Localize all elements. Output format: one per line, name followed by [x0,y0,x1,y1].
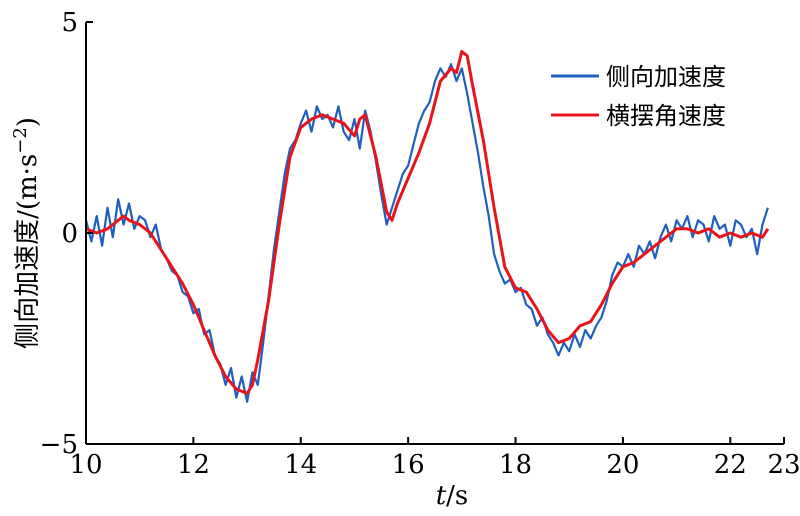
series-layer [84,50,770,403]
y-axis-title-text: 侧向加速度/(m·s [13,154,43,349]
x-tick-label: 23 [767,450,800,480]
x-axis-title-italic: t [436,481,447,511]
legend-label-yaw-rate: 横摆角速度 [606,102,726,130]
series-line-1 [85,50,770,395]
y-axis-title-close: ) [13,117,43,127]
y-tick-label: 5 [61,8,78,38]
x-tick-label: 22 [714,450,747,480]
legend: 侧向加速度 横摆角速度 [551,63,726,130]
x-tick-label: 12 [177,450,210,480]
y-tick-label: 0 [61,219,78,249]
y-axis-title-sup: −2 [10,127,31,154]
series-line-0 [84,63,769,403]
x-tick-label: 14 [284,450,317,480]
y-tick-label: −5 [40,430,78,460]
legend-label-lateral-accel: 侧向加速度 [606,63,726,91]
ticks-layer: 10 12 14 16 18 20 22 23 5 0 −5 [40,8,800,480]
x-tick-label: 20 [606,450,639,480]
x-axis-title: t/s [436,481,469,511]
y-axis-title: 侧向加速度/(m·s−2) [10,117,43,349]
x-tick-label: 10 [69,450,102,480]
x-tick-label: 18 [499,450,532,480]
x-tick-label: 16 [392,450,425,480]
x-axis-title-unit: /s [446,481,468,511]
